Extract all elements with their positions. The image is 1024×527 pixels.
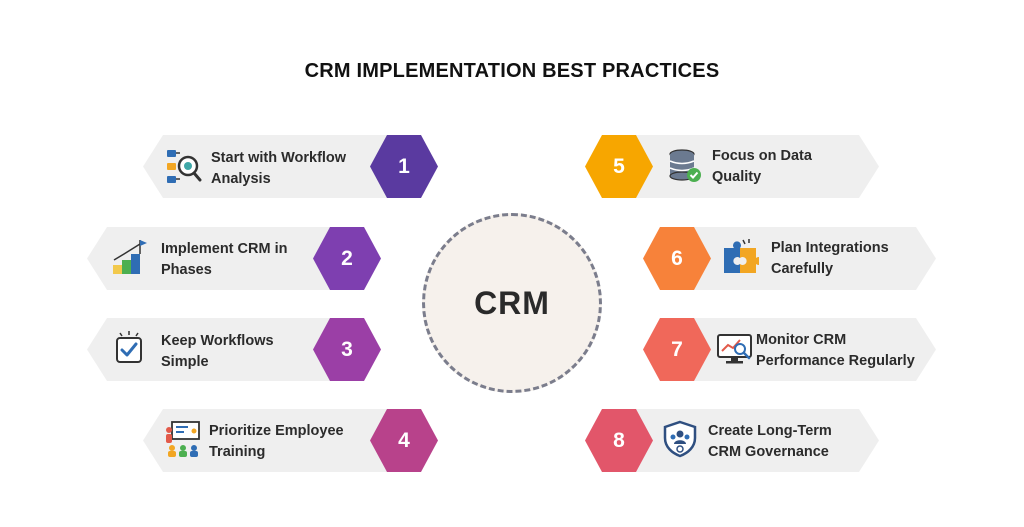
practice-label-3: Keep Workflows Simple <box>161 333 274 370</box>
practice-card-8 <box>620 409 879 472</box>
practice-card-6 <box>680 227 936 290</box>
governance-shield-icon <box>663 420 697 458</box>
practice-card-5 <box>620 135 879 198</box>
number-badge-2: 2 <box>313 227 381 290</box>
growth-stairs-flag-icon <box>113 240 147 274</box>
practice-label-8: Create Long-Term CRM Governance <box>708 423 832 460</box>
practice-label-7: Monitor CRM Performance Regularly <box>756 332 915 369</box>
number-badge-4: 4 <box>370 409 438 472</box>
center-circle: CRM <box>422 213 602 393</box>
practice-label-2: Implement CRM in Phases <box>161 241 288 278</box>
practice-label-6: Plan Integrations Carefully <box>771 240 889 277</box>
practice-label-4: Prioritize Employee Training <box>209 423 344 460</box>
practice-label-1: Start with Workflow Analysis <box>211 150 347 187</box>
monitor-analytics-icon <box>717 334 752 364</box>
workflow-analysis-icon <box>167 150 202 183</box>
practice-card-4 <box>143 409 403 472</box>
training-presentation-icon <box>166 421 200 457</box>
checkbox-icon <box>116 331 142 363</box>
number-badge-1: 1 <box>370 135 438 198</box>
practice-card-2 <box>87 227 342 290</box>
number-badge-3: 3 <box>313 318 381 381</box>
practice-label-5: Focus on Data Quality <box>712 148 812 185</box>
page-title: CRM IMPLEMENTATION BEST PRACTICES <box>304 60 720 82</box>
puzzle-icon <box>724 239 759 273</box>
database-check-icon <box>669 149 701 182</box>
